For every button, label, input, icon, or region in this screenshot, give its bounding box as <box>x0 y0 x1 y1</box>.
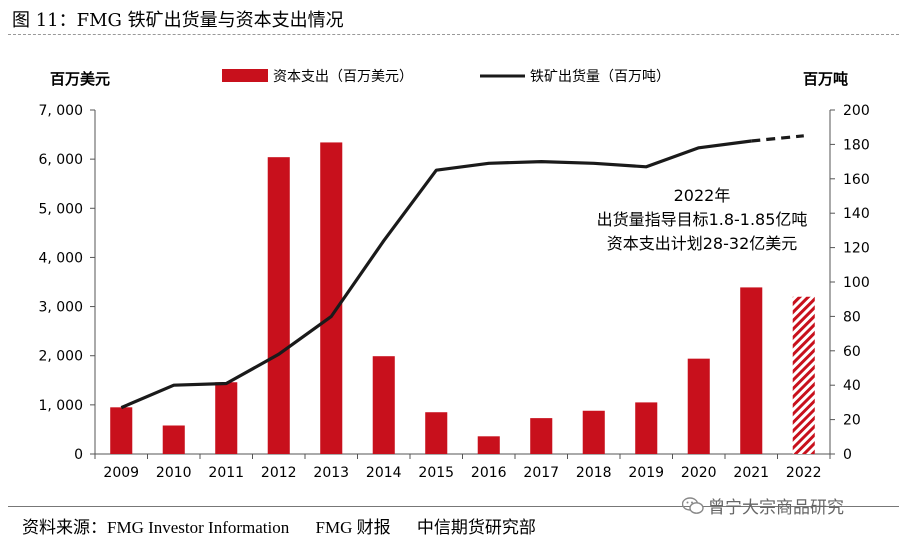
left-tick-label: 4, 000 <box>38 250 83 266</box>
legend: 资本支出（百万美元） 铁矿出货量（百万吨） <box>222 68 670 85</box>
capex-bar <box>582 410 605 454</box>
x-tick-label: 2017 <box>523 465 559 481</box>
left-tick-label: 3, 000 <box>38 300 83 316</box>
x-tick-label: 2010 <box>156 465 192 481</box>
x-tick-label: 2013 <box>313 465 349 481</box>
source-item-1: FMG 财报 <box>315 518 391 537</box>
left-axis-title: 百万美元 <box>50 70 110 88</box>
right-tick-label: 140 <box>843 206 870 222</box>
shipment-line <box>120 134 804 410</box>
wechat-icon <box>682 496 704 514</box>
right-tick-label: 160 <box>843 172 870 188</box>
shipment-line-forecast <box>751 134 804 143</box>
legend-bar-swatch <box>222 69 268 82</box>
shipment-line-actual <box>120 139 752 410</box>
legend-line-label: 铁矿出货量（百万吨） <box>530 68 670 85</box>
capex-bar <box>215 382 238 454</box>
left-tick-label: 7, 000 <box>38 103 83 119</box>
x-tick-label: 2014 <box>366 465 402 481</box>
right-tick-label: 40 <box>843 378 861 394</box>
x-tick-label: 2018 <box>576 465 612 481</box>
capex-bar <box>110 407 133 454</box>
source-divider <box>8 506 899 507</box>
right-tick-label: 80 <box>843 309 861 325</box>
x-tick-label: 2015 <box>418 465 454 481</box>
source-note: 资料来源：FMG Investor Information FMG 财报 中信期… <box>22 513 558 538</box>
figure-title: 图 11：FMG 铁矿出货量与资本支出情况 <box>12 10 344 31</box>
left-tick-label: 1, 000 <box>38 398 83 414</box>
source-label: 资料来源：FMG Investor Information <box>22 518 290 537</box>
source-item-2: 中信期货研究部 <box>416 518 536 537</box>
right-tick-label: 60 <box>843 344 861 360</box>
x-tick-label: 2022 <box>786 465 822 481</box>
legend-bar-label: 资本支出（百万美元） <box>273 69 413 85</box>
right-tick-label: 180 <box>843 137 870 153</box>
capex-bar <box>372 356 395 454</box>
title-divider <box>8 34 899 35</box>
right-tick-label: 120 <box>843 241 870 257</box>
right-tick-label: 100 <box>843 275 870 291</box>
capex-bar <box>687 358 710 454</box>
right-tick-label: 20 <box>843 413 861 429</box>
left-tick-label: 2, 000 <box>38 349 83 365</box>
x-tick-label: 2019 <box>628 465 664 481</box>
x-tick-label: 2016 <box>471 465 507 481</box>
watermark: 曾宁大宗商品研究 <box>682 493 844 518</box>
capex-bar-planned <box>792 296 815 454</box>
x-tick-label: 2021 <box>733 465 769 481</box>
x-tick-label: 2011 <box>208 465 244 481</box>
capex-bar <box>425 412 448 454</box>
left-tick-label: 6, 000 <box>38 152 83 168</box>
annotation-line-1: 2022年 <box>674 186 731 205</box>
capex-bar <box>635 402 658 454</box>
right-tick-label: 0 <box>843 447 852 463</box>
annotation: 2022年 出货量指导目标1.8-1.85亿吨 资本支出计划28-32亿美元 <box>597 186 808 253</box>
capex-bars <box>110 142 815 455</box>
x-tick-label: 2012 <box>261 465 297 481</box>
watermark-text: 曾宁大宗商品研究 <box>708 498 844 518</box>
capex-bar <box>320 142 343 455</box>
left-tick-label: 5, 000 <box>38 201 83 217</box>
annotation-line-2: 出货量指导目标1.8-1.85亿吨 <box>597 210 808 229</box>
right-tick-label: 200 <box>843 103 870 119</box>
capex-bar <box>162 425 185 454</box>
capex-bar <box>477 436 500 454</box>
x-tick-label: 2020 <box>681 465 717 481</box>
annotation-line-3: 资本支出计划28-32亿美元 <box>607 234 798 253</box>
x-tick-label: 2009 <box>103 465 139 481</box>
capex-bar <box>267 157 290 455</box>
capex-bar <box>530 418 553 454</box>
capex-bar <box>740 287 763 454</box>
left-tick-label: 0 <box>74 447 83 463</box>
right-axis-title: 百万吨 <box>803 70 848 88</box>
